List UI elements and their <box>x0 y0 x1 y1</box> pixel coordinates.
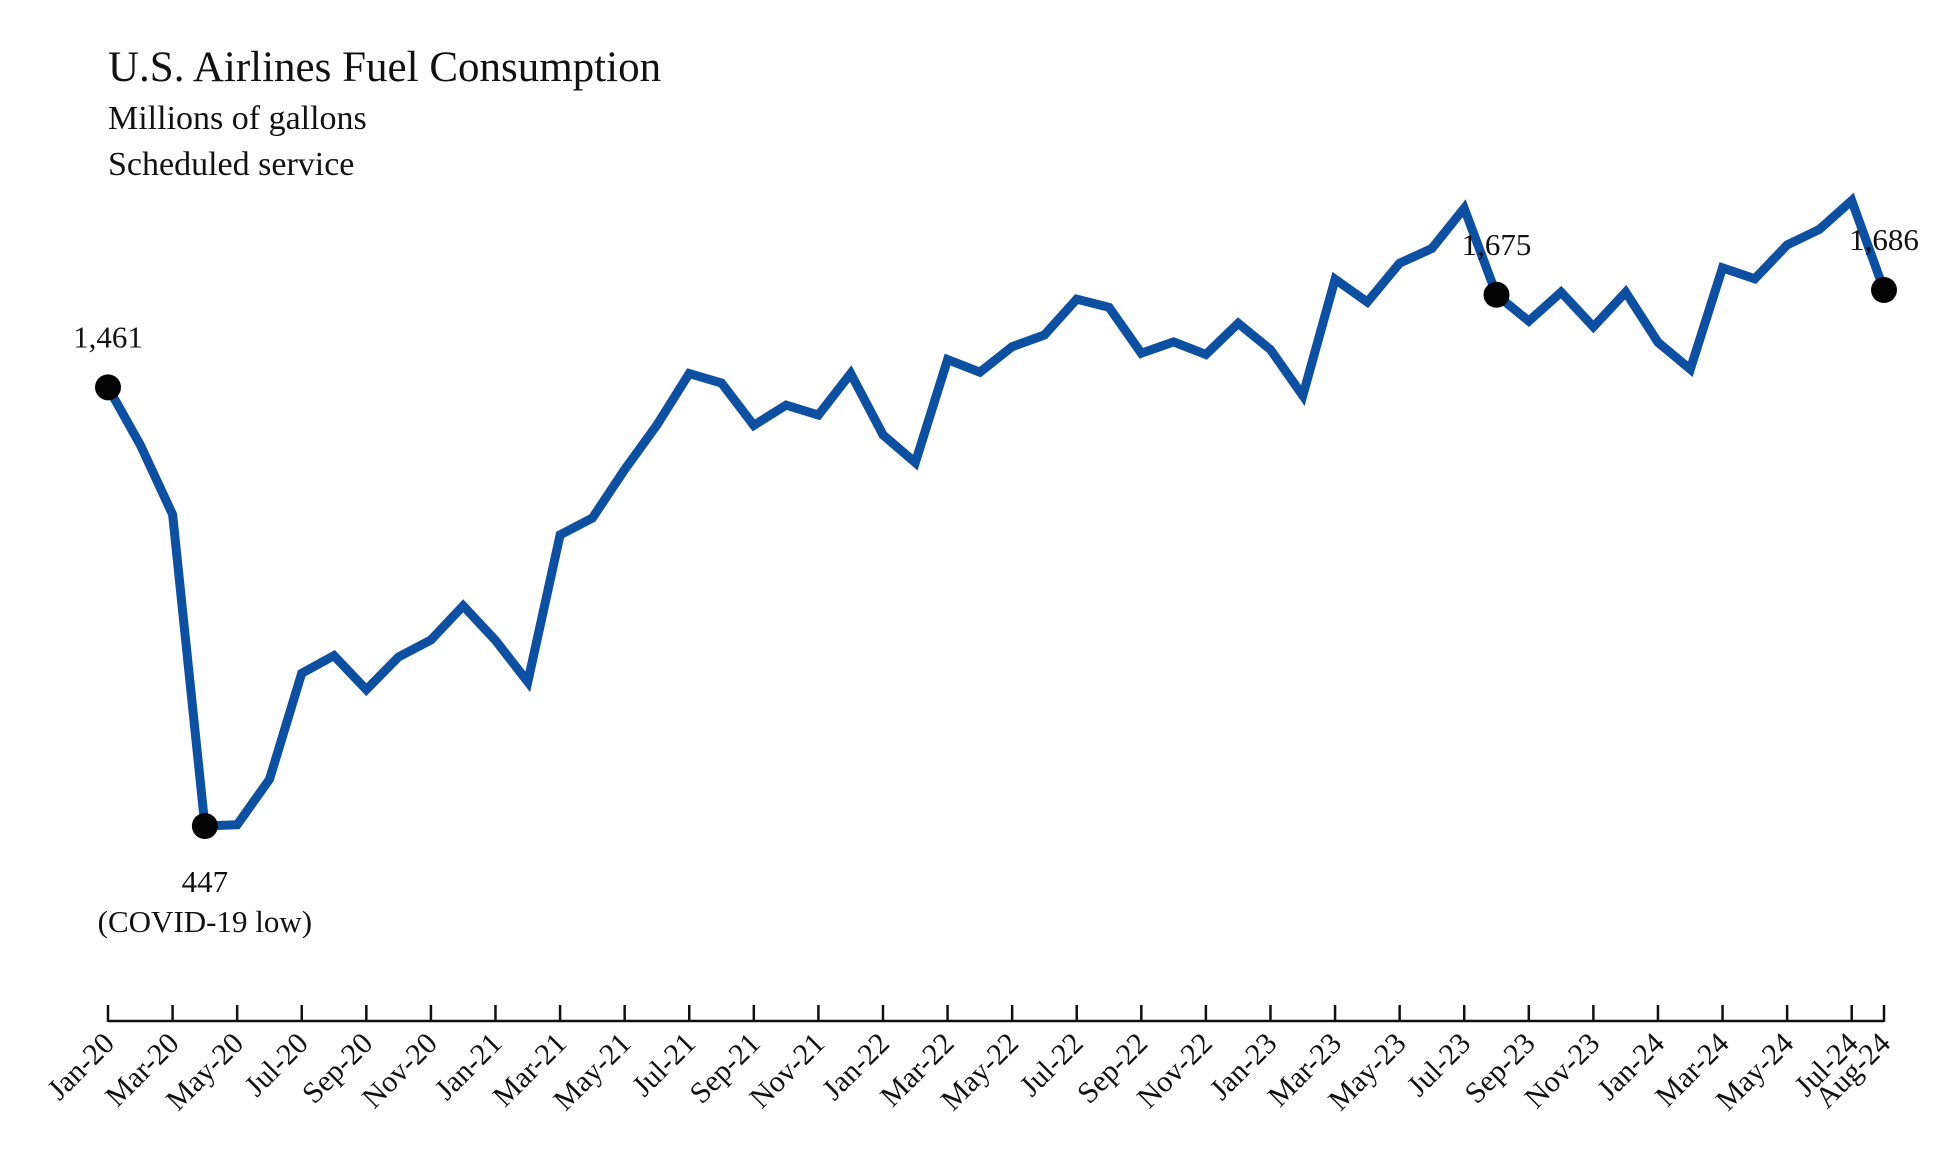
annotation-marker <box>191 813 218 839</box>
annotation-value-label: 1,461 <box>73 319 143 354</box>
chart-title: U.S. Airlines Fuel Consumption <box>108 44 662 91</box>
annotation-value-label: 1,686 <box>1849 222 1919 257</box>
annotation-marker <box>95 374 121 401</box>
annotation-note-label: (COVID-19 low) <box>98 904 312 939</box>
chart-subtitle-units: Millions of gallons <box>108 100 367 137</box>
series-line-0 <box>104 192 1889 831</box>
annotation-value-label: 447 <box>182 864 229 899</box>
annotation-marker <box>1483 281 1510 308</box>
chart-titles: U.S. Airlines Fuel Consumption Millions … <box>108 40 661 188</box>
chart-subtitle-service: Scheduled service <box>108 146 355 183</box>
annotation-marker <box>1871 277 1897 303</box>
annotation-value-label: 1,675 <box>1462 227 1532 262</box>
